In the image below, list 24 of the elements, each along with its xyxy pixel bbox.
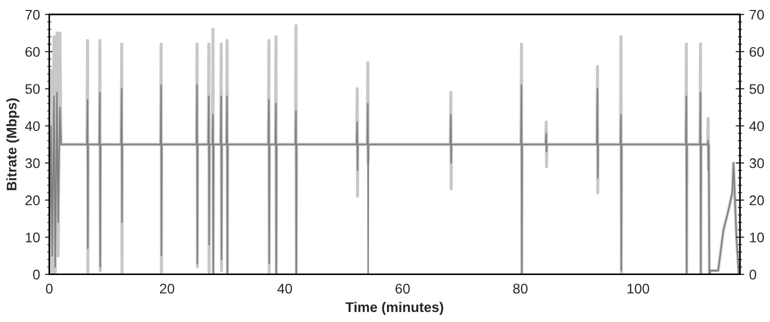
x-tick-label: 60 <box>396 284 410 294</box>
y-tick-label: 40 <box>25 121 40 132</box>
y-tick-label: 70 <box>26 10 40 20</box>
y2-tick-label: 40 <box>749 121 764 132</box>
y2-tick-label: 50 <box>750 84 764 94</box>
x-tick-label: 80 <box>513 284 528 294</box>
y2-tick-label: 60 <box>750 46 764 57</box>
x-axis-title: Time (minutes) <box>346 302 444 315</box>
x-tick-label: 100 <box>628 284 650 294</box>
y-tick-label: 50 <box>25 84 40 94</box>
y-tick-label: 20 <box>26 195 40 206</box>
y-tick-label: 60 <box>26 46 40 57</box>
x-tick-label: 40 <box>277 284 292 294</box>
y2-tick-label: 20 <box>750 195 764 206</box>
y-axis-title: Bitrate (Mbps) <box>6 98 20 190</box>
y2-tick-label: 30 <box>750 158 764 168</box>
x-tick-label: 0 <box>46 284 53 294</box>
y-tick-label: 0 <box>33 270 40 280</box>
y-tick-label: 30 <box>25 158 40 168</box>
x-tick-label: 20 <box>160 284 174 294</box>
y2-tick-label: 0 <box>750 270 756 280</box>
y-tick-label: 10 <box>26 232 40 242</box>
y2-tick-label: 10 <box>750 232 764 242</box>
y2-tick-label: 70 <box>750 10 764 20</box>
